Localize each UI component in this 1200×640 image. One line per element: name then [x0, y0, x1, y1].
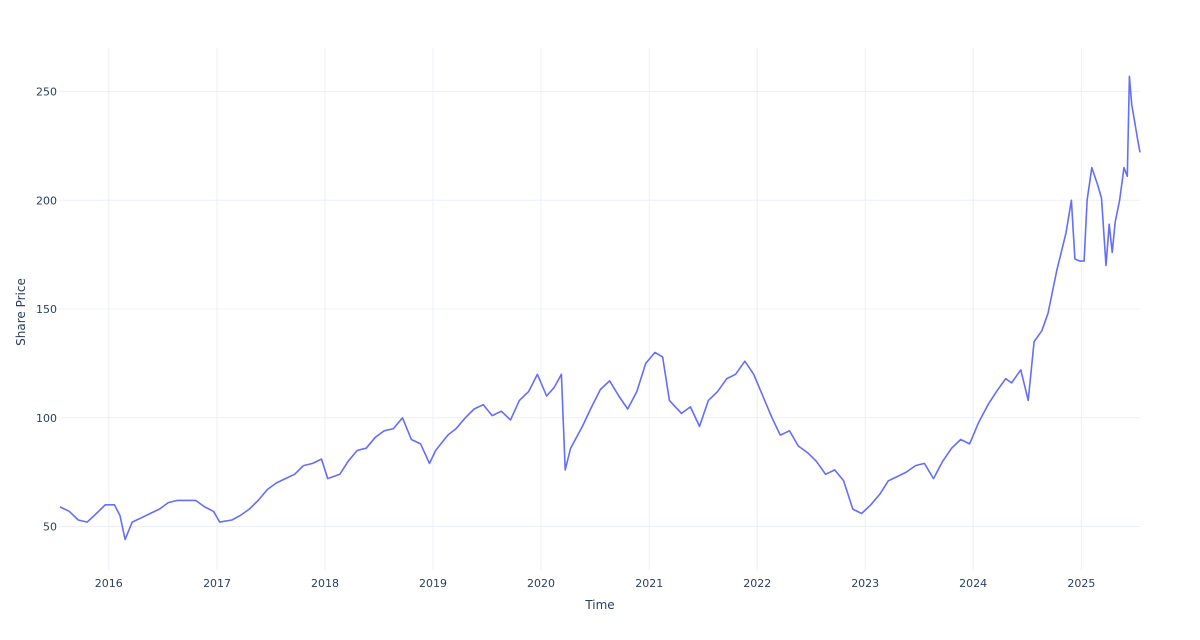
x-tick-label: 2023 [851, 577, 879, 590]
x-tick-label: 2018 [311, 577, 339, 590]
series-layer [59, 75, 1141, 541]
x-tick-label: 2020 [527, 577, 555, 590]
x-tick-label: 2016 [95, 577, 123, 590]
x-axis-ticks: 2016 2017 2018 2019 2020 2021 2022 2023 2024 2025 [95, 577, 1096, 590]
y-tick-label: 200 [36, 194, 57, 207]
y-tick-label: 50 [43, 521, 57, 534]
y-tick-label: 250 [36, 86, 57, 99]
x-tick-label: 2021 [635, 577, 663, 590]
y-tick-label: 150 [36, 303, 57, 316]
x-tick-label: 2017 [203, 577, 231, 590]
grid [60, 48, 1140, 570]
x-tick-label: 2024 [959, 577, 987, 590]
price-series-line [59, 75, 1141, 541]
x-tick-label: 2022 [743, 577, 771, 590]
y-tick-label: 100 [36, 412, 57, 425]
x-axis-title: Time [584, 598, 614, 612]
y-axis-ticks: 50 100 150 200 250 [36, 86, 57, 534]
x-tick-label: 2019 [419, 577, 447, 590]
x-tick-label: 2025 [1067, 577, 1095, 590]
y-axis-title: Share Price [14, 278, 28, 346]
